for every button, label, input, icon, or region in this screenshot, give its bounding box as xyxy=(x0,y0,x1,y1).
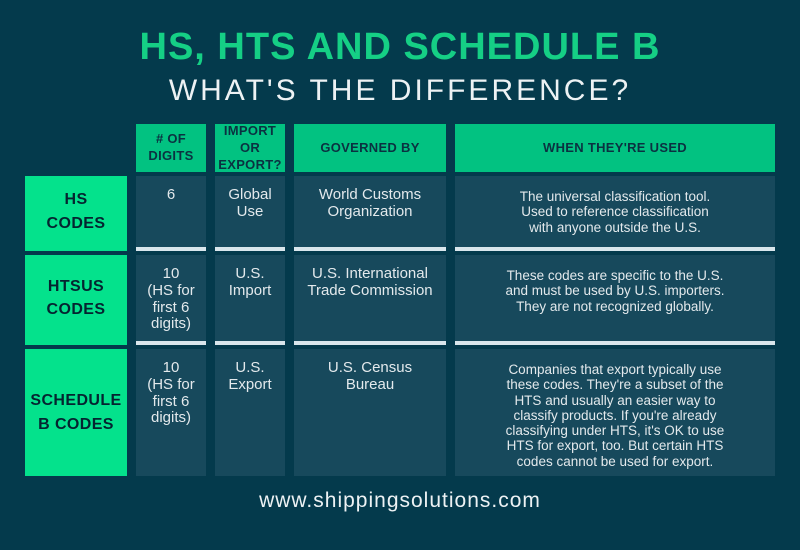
cell-htsus-digits: 10 (HS for first 6 digits) xyxy=(136,255,206,346)
cell-scheduleb-when-used: Companies that export typically use thes… xyxy=(455,349,775,477)
cell-scheduleb-import-export: U.S. Export xyxy=(215,349,285,477)
column-header-import-export: IMPORT OR EXPORT? xyxy=(215,123,285,173)
cell-scheduleb-digits: 10 (HS for first 6 digits) xyxy=(136,349,206,477)
page-title: HS, HTS AND SCHEDULE B xyxy=(139,26,661,68)
cell-hs-governed-by: World Customs Organization xyxy=(294,176,446,252)
cell-hs-when-used: The universal classification tool. Used … xyxy=(455,176,775,252)
cell-htsus-governed-by: U.S. International Trade Commission xyxy=(294,255,446,346)
website-url: www.shippingsolutions.com xyxy=(259,489,541,513)
cell-htsus-when-used: These codes are specific to the U.S. and… xyxy=(455,255,775,346)
column-header-governed-by: GOVERNED BY xyxy=(294,124,446,173)
row-label-htsus-codes: HTSUS CODES xyxy=(25,255,127,346)
table-corner-spacer xyxy=(25,124,127,172)
cell-htsus-import-export: U.S. Import xyxy=(215,255,285,346)
row-label-hs-codes: HS CODES xyxy=(25,176,127,252)
cell-scheduleb-governed-by: U.S. Census Bureau xyxy=(294,349,446,477)
column-header-when-used: WHEN THEY'RE USED xyxy=(455,124,775,173)
page-subtitle: WHAT'S THE DIFFERENCE? xyxy=(168,73,632,107)
cell-hs-digits: 6 xyxy=(136,176,206,252)
cell-hs-import-export: Global Use xyxy=(215,176,285,252)
row-label-schedule-b-codes: SCHEDULE B CODES xyxy=(25,349,127,477)
column-header-digits: # OF DIGITS xyxy=(136,124,206,173)
comparison-table: # OF DIGITS IMPORT OR EXPORT? GOVERNED B… xyxy=(25,123,775,477)
